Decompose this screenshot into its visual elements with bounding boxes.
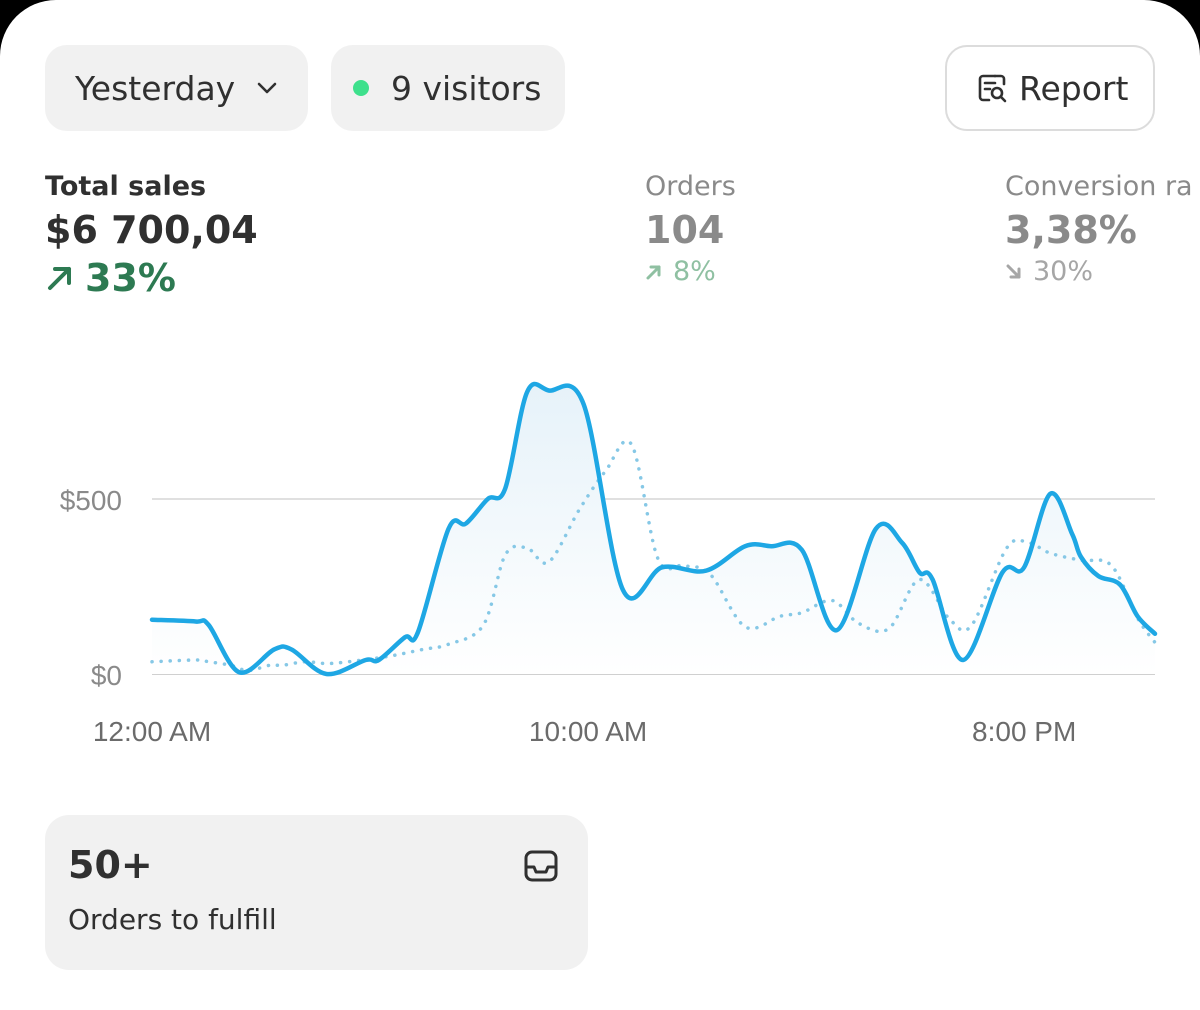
x-tick-label: 8:00 PM	[972, 716, 1076, 747]
chevron-down-icon	[257, 82, 277, 94]
report-button[interactable]: Report	[945, 45, 1155, 131]
live-visitors-chip[interactable]: 9 visitors	[331, 45, 565, 131]
metric-orders[interactable]: Orders 104 8%	[645, 170, 736, 287]
y-tick-label: $0	[91, 660, 122, 691]
sales-series-line	[149, 381, 1158, 677]
x-tick-label: 12:00 AM	[93, 716, 211, 747]
x-tick-label: 10:00 AM	[529, 716, 647, 747]
report-button-label: Report	[1019, 68, 1129, 108]
metric-conversion-value: 3,38%	[1005, 208, 1137, 252]
arrow-down-right-icon	[1006, 264, 1021, 278]
orders-to-fulfill-card[interactable]: 50+ Orders to fulfill	[45, 815, 588, 970]
metric-total-sales-delta: 33%	[45, 256, 258, 300]
sales-line-chart: $0 $500 12:00 AM 10:00 AM 8:00 PM	[60, 381, 1158, 747]
metric-total-sales-delta-value: 33%	[85, 256, 176, 300]
metric-conversion-rate[interactable]: Conversion ra 3,38% 30%	[1005, 170, 1193, 287]
date-range-selector[interactable]: Yesterday	[45, 45, 308, 131]
report-search-icon	[978, 74, 1007, 103]
y-tick-label: $500	[60, 485, 122, 516]
arrow-up-right-icon	[646, 265, 661, 279]
metric-conversion-label: Conversion ra	[1005, 171, 1193, 202]
metric-conversion-delta: 30%	[1005, 256, 1193, 287]
arrow-up-right-icon	[48, 267, 71, 290]
metric-orders-delta: 8%	[645, 256, 736, 287]
metric-orders-label: Orders	[645, 171, 736, 202]
live-dot-icon	[353, 80, 369, 96]
date-range-label: Yesterday	[75, 68, 236, 108]
metric-total-sales[interactable]: Total sales $6 700,04 33%	[45, 170, 258, 300]
metric-conversion-delta-value: 30%	[1033, 256, 1094, 287]
metric-total-sales-label: Total sales	[45, 171, 207, 202]
metric-orders-value: 104	[645, 208, 725, 252]
metric-orders-delta-value: 8%	[673, 256, 716, 287]
orders-to-fulfill-caption: Orders to fulfill	[68, 903, 277, 936]
series-area-fill	[152, 383, 1155, 675]
orders-to-fulfill-count: 50+	[68, 843, 153, 887]
visitors-label: 9 visitors	[391, 68, 542, 108]
metric-total-sales-value: $6 700,04	[45, 208, 258, 252]
inbox-icon	[524, 850, 558, 882]
